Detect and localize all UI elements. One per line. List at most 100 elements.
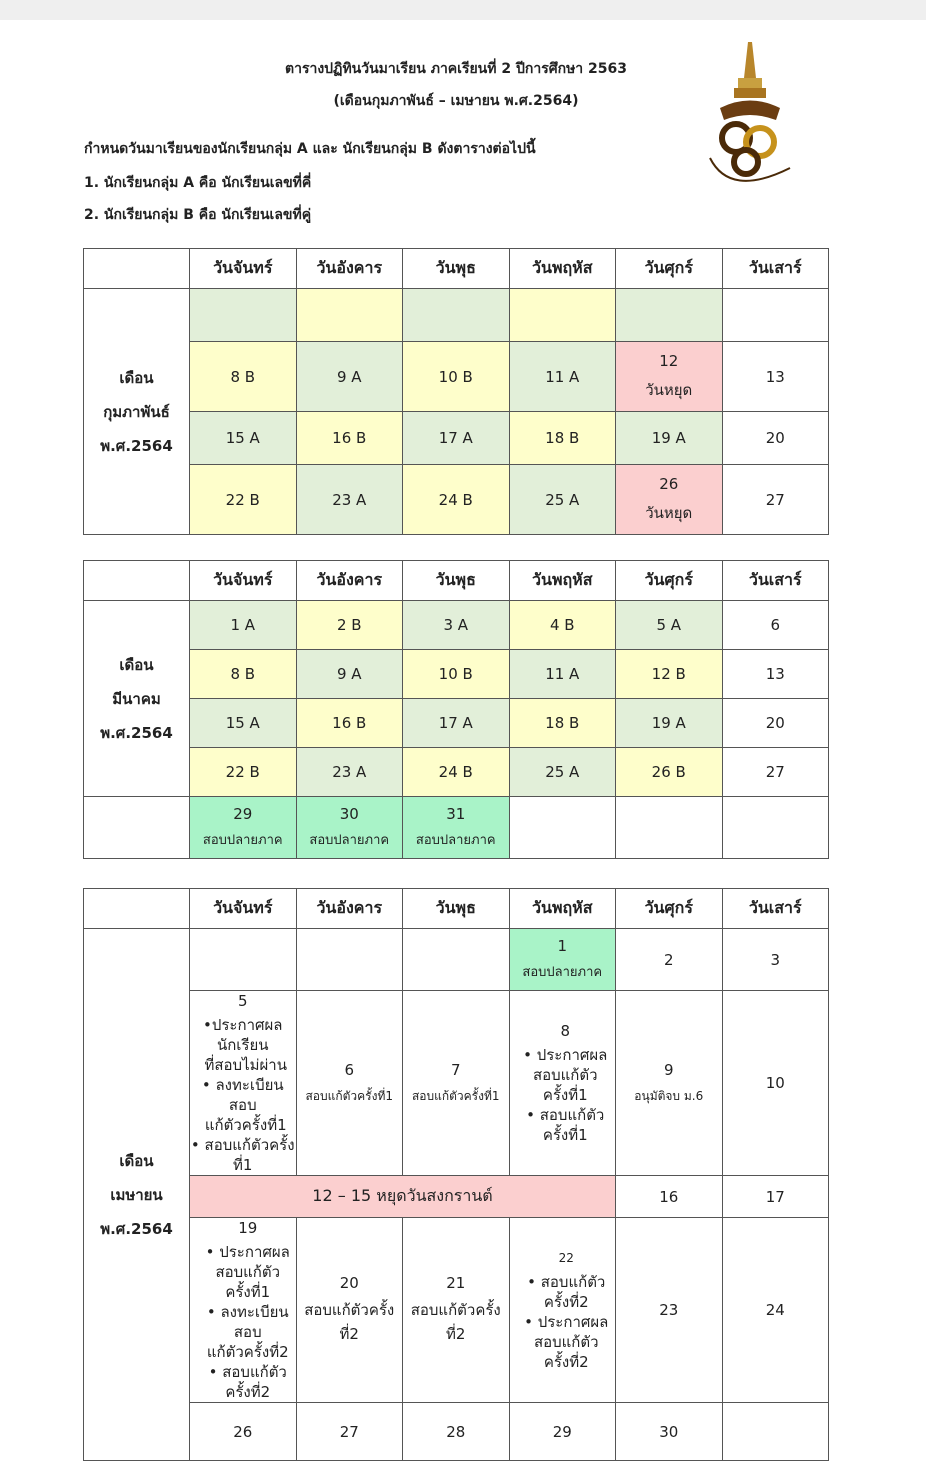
day-cell: [721, 1402, 829, 1461]
day-cell-24: 24: [721, 1217, 829, 1403]
day-cell: 23 A: [295, 747, 403, 797]
april-calendar: วันจันทร์ วันอังคาร วันพุธ วันพฤหัส วันศ…: [83, 888, 829, 1461]
day-cell: [295, 288, 403, 342]
weekday-header: วันเสาร์: [721, 560, 829, 601]
weekday-header: วันศุกร์: [615, 560, 723, 601]
day-cell: [721, 288, 829, 342]
day-cell: 26: [189, 1402, 297, 1461]
weekday-header: วันพุธ: [402, 560, 510, 601]
day-cell: [189, 928, 297, 991]
weekday-header: วันอังคาร: [295, 560, 403, 601]
month-label-april: เดือน เมษายน พ.ศ.2564: [83, 928, 190, 1461]
day-cell: [508, 288, 616, 342]
day-cell: 22 B: [189, 464, 297, 535]
day-cell: [402, 288, 510, 342]
day-cell: 16 B: [295, 698, 403, 748]
page-title: ตารางปฏิทินวันมาเรียน ภาคเรียนที่ 2 ปีกา…: [284, 61, 627, 77]
weekday-header: วันพฤหัส: [508, 888, 616, 929]
songkran-holiday-banner: 12 – 15 หยุดวันสงกรานต์: [189, 1175, 616, 1218]
weekday-header: วันพุธ: [402, 248, 510, 289]
day-cell-23: 23: [615, 1217, 723, 1403]
day-cell-7: 7 สอบแก้ตัวครั้งที่1: [402, 990, 510, 1176]
weekday-header: วันศุกร์: [615, 248, 723, 289]
day-cell: 17 A: [402, 411, 510, 465]
day-cell: 26 B: [615, 747, 723, 797]
day-cell: 1 A: [189, 600, 297, 650]
month-label-spacer: [83, 796, 190, 859]
weekday-header: วันจันทร์: [189, 248, 297, 289]
day-cell: [508, 796, 616, 859]
day-cell: [615, 796, 723, 859]
day-cell-6: 6 สอบแก้ตัวครั้งที่1: [295, 990, 403, 1176]
day-cell: 25 A: [508, 464, 616, 535]
exam-cell: 31 สอบปลายภาค: [402, 796, 510, 859]
intro-text: กำหนดวันมาเรียนของนักเรียนกลุ่ม A และ นั…: [84, 141, 536, 157]
day-cell-9: 9 อนุมัติจบ ม.6: [615, 990, 723, 1176]
weekday-header: วันอังคาร: [295, 248, 403, 289]
school-logo: [709, 42, 791, 182]
day-cell: 12 B: [615, 649, 723, 699]
day-cell: [295, 928, 403, 991]
day-cell: [615, 288, 723, 342]
day-cell: 28: [402, 1402, 510, 1461]
weekday-header: วันจันทร์: [189, 560, 297, 601]
weekday-header: วันเสาร์: [721, 888, 829, 929]
day-cell: 27: [295, 1402, 403, 1461]
weekday-header: วันพฤหัส: [508, 560, 616, 601]
day-cell: 25 A: [508, 747, 616, 797]
day-cell: 3 A: [402, 600, 510, 650]
day-cell: 2 B: [295, 600, 403, 650]
day-cell: 17: [721, 1175, 829, 1218]
day-cell-21: 21 สอบแก้ตัวครั้งที่2: [402, 1217, 510, 1403]
day-cell: 10 B: [402, 649, 510, 699]
day-cell: 6: [721, 600, 829, 650]
day-cell: 20: [721, 411, 829, 465]
day-cell: 20: [721, 698, 829, 748]
day-cell: 24 B: [402, 747, 510, 797]
weekday-header: วันศุกร์: [615, 888, 723, 929]
day-cell-8: 8 • ประกาศผลสอบแก้ตัว ครั้งที่1 • สอบแก้…: [508, 990, 616, 1176]
day-cell: 5 A: [615, 600, 723, 650]
day-cell: 2: [615, 928, 723, 991]
top-bar: [0, 0, 926, 20]
day-cell: [189, 288, 297, 342]
day-cell: 15 A: [189, 698, 297, 748]
day-cell: 23 A: [295, 464, 403, 535]
corner-cell: [83, 560, 190, 601]
day-cell: 8 B: [189, 649, 297, 699]
day-cell-20: 20 สอบแก้ตัวครั้งที่2: [295, 1217, 403, 1403]
march-calendar: วันจันทร์ วันอังคาร วันพุธ วันพฤหัส วันศ…: [83, 560, 829, 859]
day-cell: 18 B: [508, 411, 616, 465]
day-cell: 19 A: [615, 411, 723, 465]
page-subtitle: (เดือนกุมภาพันธ์ – เมษายน พ.ศ.2564): [333, 93, 579, 109]
day-cell-19: 19 • ประกาศผลสอบแก้ตัว ครั้งที่1 • ลงทะเ…: [189, 1217, 297, 1403]
day-cell: 27: [721, 464, 829, 535]
day-cell: 9 A: [295, 341, 403, 412]
weekday-header: วันพฤหัส: [508, 248, 616, 289]
day-cell-22: 22 • สอบแก้ตัว ครั้งที่2 • ประกาศผลสอบแก…: [508, 1217, 616, 1403]
february-calendar: วันจันทร์ วันอังคาร วันพุธ วันพฤหัส วันศ…: [83, 248, 829, 535]
corner-cell: [83, 888, 190, 929]
corner-cell: [83, 248, 190, 289]
day-cell: 13: [721, 341, 829, 412]
weekday-header: วันเสาร์: [721, 248, 829, 289]
day-cell: 3: [721, 928, 829, 991]
rule-group-b: 2. นักเรียนกลุ่ม B คือ นักเรียนเลขที่คู่: [84, 207, 312, 223]
day-cell: [402, 928, 510, 991]
day-cell: 24 B: [402, 464, 510, 535]
day-cell: [721, 796, 829, 859]
holiday-cell: 26 วันหยุด: [615, 464, 723, 535]
day-cell: 16 B: [295, 411, 403, 465]
day-cell: 27: [721, 747, 829, 797]
day-cell: 17 A: [402, 698, 510, 748]
month-label-march: เดือน มีนาคม พ.ศ.2564: [83, 600, 190, 797]
day-cell: 4 B: [508, 600, 616, 650]
day-cell: 15 A: [189, 411, 297, 465]
day-cell-10: 10: [721, 990, 829, 1176]
day-cell: 18 B: [508, 698, 616, 748]
weekday-header: วันจันทร์: [189, 888, 297, 929]
day-cell: 8 B: [189, 341, 297, 412]
day-cell: 16: [615, 1175, 723, 1218]
day-cell: 11 A: [508, 341, 616, 412]
exam-cell: 29 สอบปลายภาค: [189, 796, 297, 859]
